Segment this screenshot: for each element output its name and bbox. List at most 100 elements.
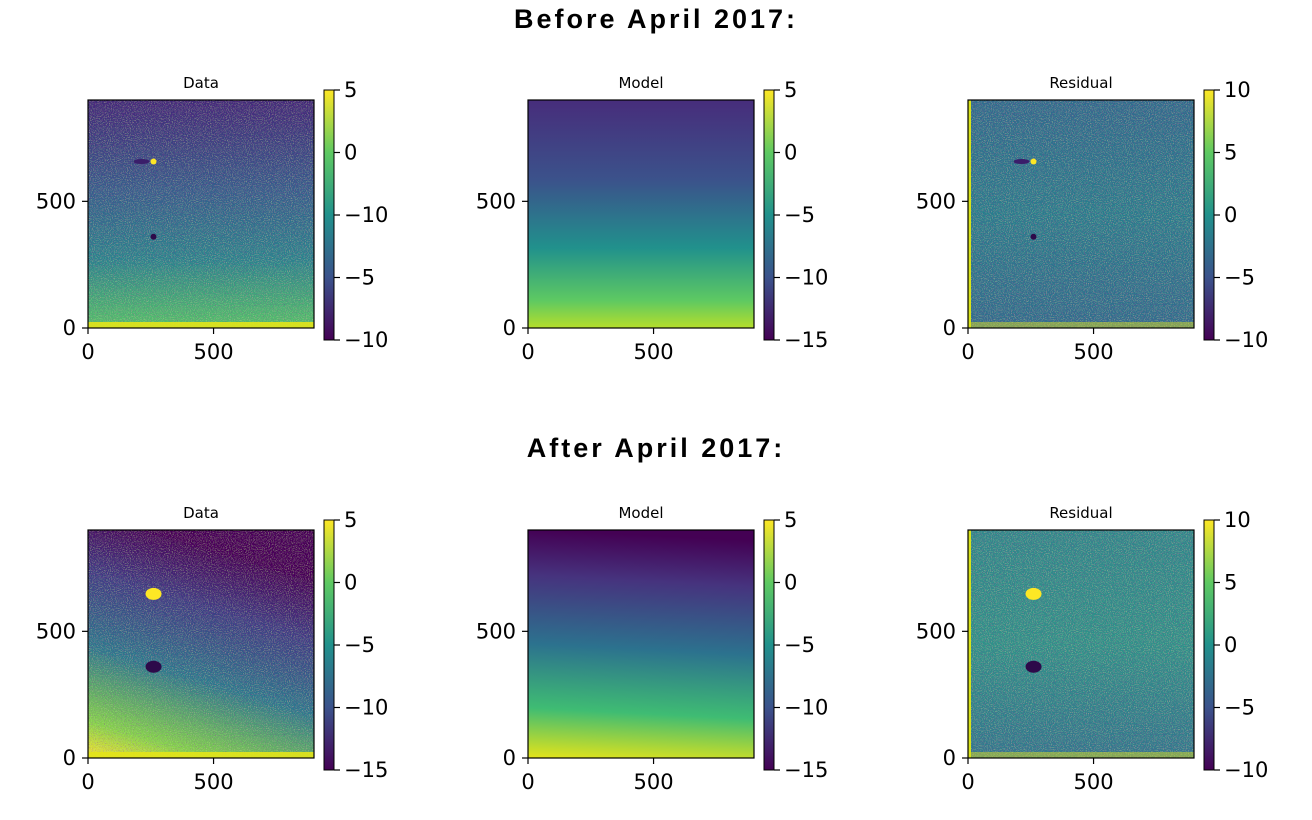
edge-band <box>88 752 314 758</box>
colorbar-tick-label: 0 <box>344 141 357 165</box>
x-tick-label: 0 <box>81 340 94 364</box>
y-tick-label: 0 <box>63 746 76 770</box>
left-edge <box>968 100 971 328</box>
colorbar-tick-label: −10 <box>1224 758 1268 782</box>
y-tick-label: 0 <box>503 316 516 340</box>
heatmap-panel-residual: Residual 0 500 0 500 10 5 0 −5 −10 <box>880 50 1280 390</box>
heatmap-image <box>528 530 754 758</box>
x-tick-label: 500 <box>194 770 234 794</box>
edge-band <box>88 322 314 328</box>
heatmap-svg: Data 0 500 0 500 5 0 −10 −5 −10 <box>36 74 388 364</box>
colorbar-tick-label: 0 <box>784 571 797 595</box>
colorbar <box>323 519 335 771</box>
y-tick-label: 0 <box>503 746 516 770</box>
dark-ring <box>1013 159 1030 165</box>
row-title-before: Before April 2017: <box>513 4 799 34</box>
heatmap-svg: Residual 0 500 0 500 10 5 0 −5 −10 <box>916 504 1268 794</box>
colorbar-tick-label: 0 <box>1224 203 1237 227</box>
colorbar-tick-label: 0 <box>784 141 797 165</box>
colorbar-tick-label: 5 <box>784 78 797 102</box>
colorbar-tick-label: −15 <box>784 328 828 352</box>
left-edge <box>968 530 971 758</box>
colorbar-tick-label: 5 <box>1224 571 1237 595</box>
colorbar-tick-label: −15 <box>344 758 388 782</box>
dark-source <box>150 233 157 240</box>
x-tick-label: 500 <box>634 340 674 364</box>
panel-title: Residual <box>1049 74 1112 92</box>
plot-frame <box>87 529 315 759</box>
edge-band <box>968 752 1194 758</box>
colorbar-tick-label: −5 <box>344 266 375 290</box>
y-tick-label: 500 <box>916 619 956 643</box>
heatmap-image <box>528 100 754 328</box>
y-tick-label: 500 <box>916 189 956 213</box>
heatmap-panel-model: Model 0 500 0 500 5 0 −5 −10 −15 <box>440 50 840 390</box>
panel-title: Data <box>183 504 219 522</box>
x-tick-label: 0 <box>521 340 534 364</box>
panel-title: Model <box>618 74 663 92</box>
plot-frame <box>527 529 755 759</box>
heatmap-svg: Model 0 500 0 500 5 0 −5 −10 −15 <box>476 74 828 364</box>
edge-band <box>968 322 1194 328</box>
colorbar-tick-label: −10 <box>344 203 388 227</box>
x-tick-label: 0 <box>961 340 974 364</box>
y-tick-label: 0 <box>943 746 956 770</box>
y-tick-label: 0 <box>63 316 76 340</box>
colorbar-tick-label: −5 <box>784 633 815 657</box>
dark-source <box>1025 660 1042 673</box>
colorbar <box>1203 89 1215 341</box>
dark-source <box>145 660 162 673</box>
x-tick-label: 0 <box>521 770 534 794</box>
colorbar-tick-label: −10 <box>784 266 828 290</box>
heatmap-svg: Residual 0 500 0 500 10 5 0 −5 −10 <box>916 74 1268 364</box>
colorbar <box>323 89 335 341</box>
x-tick-label: 500 <box>194 340 234 364</box>
y-tick-label: 500 <box>476 619 516 643</box>
y-tick-label: 500 <box>36 189 76 213</box>
y-tick-label: 500 <box>36 619 76 643</box>
colorbar <box>1203 519 1215 771</box>
bright-source <box>145 587 162 600</box>
plot-frame <box>87 99 315 329</box>
colorbar-tick-label: −5 <box>344 633 375 657</box>
heatmap-panel-model: Model 0 500 0 500 5 0 −5 −10 −15 <box>440 480 840 820</box>
bright-source <box>150 158 157 165</box>
x-tick-label: 0 <box>81 770 94 794</box>
plot-frame <box>967 529 1195 759</box>
panel-title: Residual <box>1049 504 1112 522</box>
colorbar-tick-label: 5 <box>784 508 797 532</box>
heatmap-noise-light <box>968 100 1194 328</box>
colorbar-tick-label: −10 <box>344 696 388 720</box>
colorbar-tick-label: 0 <box>344 571 357 595</box>
heatmap-svg: Data 0 500 0 500 5 0 −5 −10 −15 <box>36 504 388 794</box>
heatmap-noise-light <box>968 530 1194 758</box>
panel-title: Data <box>183 74 219 92</box>
plot-frame <box>527 99 755 329</box>
x-tick-label: 500 <box>1074 770 1114 794</box>
colorbar-tick-label: 10 <box>1224 78 1251 102</box>
colorbar-tick-label: −10 <box>344 328 388 352</box>
x-tick-label: 0 <box>961 770 974 794</box>
y-tick-label: 500 <box>476 189 516 213</box>
colorbar-tick-label: −5 <box>1224 696 1255 720</box>
colorbar-tick-label: −5 <box>1224 266 1255 290</box>
heatmap-panel-data: Data 0 500 0 500 5 0 −5 −10 −15 <box>0 480 400 820</box>
heatmap-svg: Model 0 500 0 500 5 0 −5 −10 −15 <box>476 504 828 794</box>
heatmap-panel-data: Data 0 500 0 500 5 0 −10 −5 −10 <box>0 50 400 390</box>
colorbar-tick-label: −5 <box>784 203 815 227</box>
colorbar-tick-label: 5 <box>1224 141 1237 165</box>
colorbar-tick-label: 5 <box>344 508 357 532</box>
colorbar <box>763 519 775 771</box>
y-tick-label: 0 <box>943 316 956 340</box>
colorbar-tick-label: 0 <box>1224 633 1237 657</box>
panel-title: Model <box>618 504 663 522</box>
colorbar-tick-label: −10 <box>784 696 828 720</box>
heatmap-noise-light <box>88 100 314 328</box>
x-tick-label: 500 <box>1074 340 1114 364</box>
colorbar-tick-label: −10 <box>1224 328 1268 352</box>
bright-source <box>1025 587 1042 600</box>
colorbar-tick-label: 10 <box>1224 508 1251 532</box>
dark-ring <box>133 159 150 165</box>
colorbar-tick-label: −15 <box>784 758 828 782</box>
dark-source <box>1030 233 1037 240</box>
